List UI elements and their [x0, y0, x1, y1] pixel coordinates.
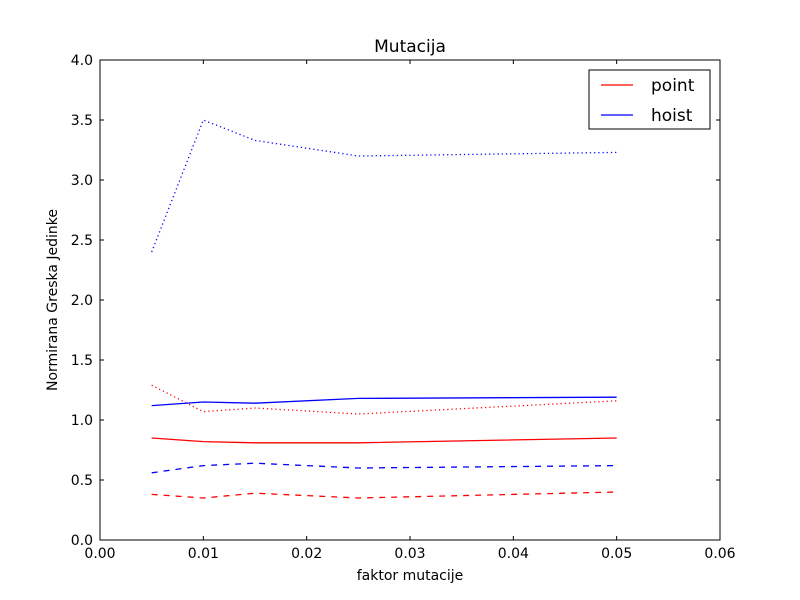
- plot-frame: [99, 59, 721, 541]
- legend-label-hoist: hoist: [651, 106, 693, 126]
- x-axis-title: faktor mutacije: [357, 568, 464, 584]
- x-tick-label: 0.05: [601, 546, 632, 562]
- plot-area: 0.00 0.01 0.02 0.03 0.04 0.05 0.06 0.0 0.5 1.0 1.5…: [71, 53, 736, 562]
- chart-title: Mutacija: [374, 37, 446, 57]
- y-tick-label: 4.0: [71, 53, 93, 69]
- x-tick-label: 0.00: [84, 546, 115, 562]
- y-tick-label: 2.5: [71, 233, 93, 249]
- legend: point hoist: [588, 69, 711, 130]
- series-line-hoist-dashed: [151, 462, 617, 474]
- legend-box: [588, 69, 711, 130]
- y-tick-label: 3.5: [71, 113, 93, 129]
- y-axis-title: Normirana Greska Jedinke: [45, 209, 61, 391]
- x-tick-label: 0.04: [498, 546, 529, 562]
- y-tick-label: 1.0: [71, 413, 93, 429]
- x-tick-label: 0.01: [188, 546, 219, 562]
- y-tick-label: 2.0: [71, 293, 93, 309]
- series-line-point-dashed: [151, 491, 617, 499]
- x-tick-label: 0.03: [394, 546, 425, 562]
- legend-label-point: point: [651, 76, 695, 96]
- y-tick-label: 0.0: [71, 533, 93, 549]
- y-tick-label: 3.0: [71, 173, 93, 189]
- x-tick-label: 0.06: [704, 546, 735, 562]
- series-line-hoist-solid: [151, 396, 617, 407]
- plot-background: [100, 60, 720, 540]
- series-layer: [151, 119, 617, 499]
- x-tick-label: 0.02: [291, 546, 322, 562]
- y-tick-label: 1.5: [71, 353, 93, 369]
- y-tick-label: 0.5: [71, 473, 93, 489]
- tick-layer: 0.00 0.01 0.02 0.03 0.04 0.05 0.06 0.0 0.5 1.0 1.5…: [71, 53, 736, 562]
- series-line-point-solid: [151, 437, 617, 444]
